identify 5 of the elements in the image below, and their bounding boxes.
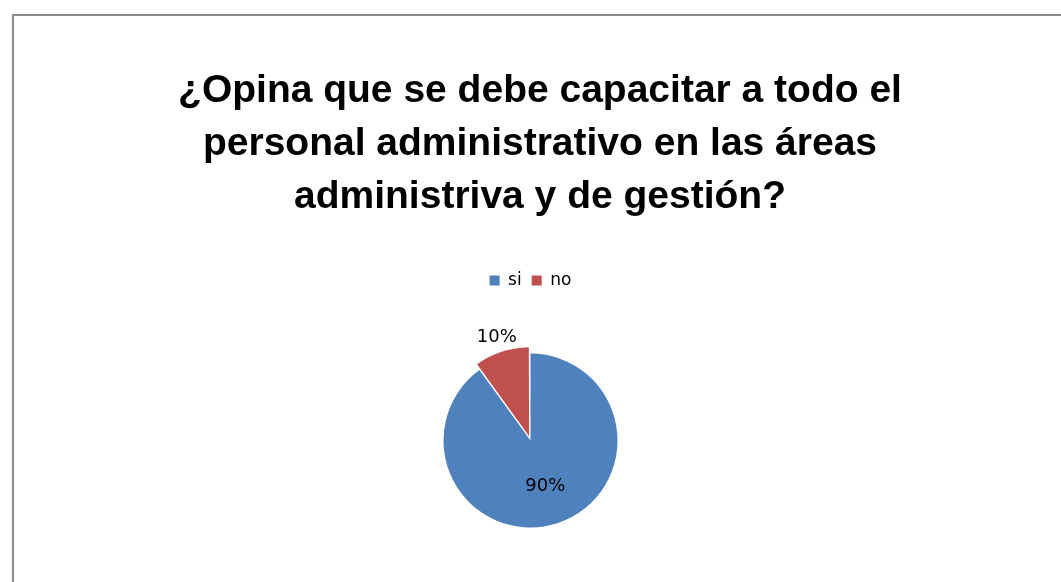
legend-label: no — [550, 268, 572, 289]
data-label: 10% — [476, 324, 517, 346]
legend-label: si — [508, 268, 522, 289]
chart-title: ¿Opina que se debe capacitar a todo el personal administrativo en las áreas administriva y de gestión? — [177, 66, 903, 218]
data-label: 90% — [525, 473, 566, 495]
